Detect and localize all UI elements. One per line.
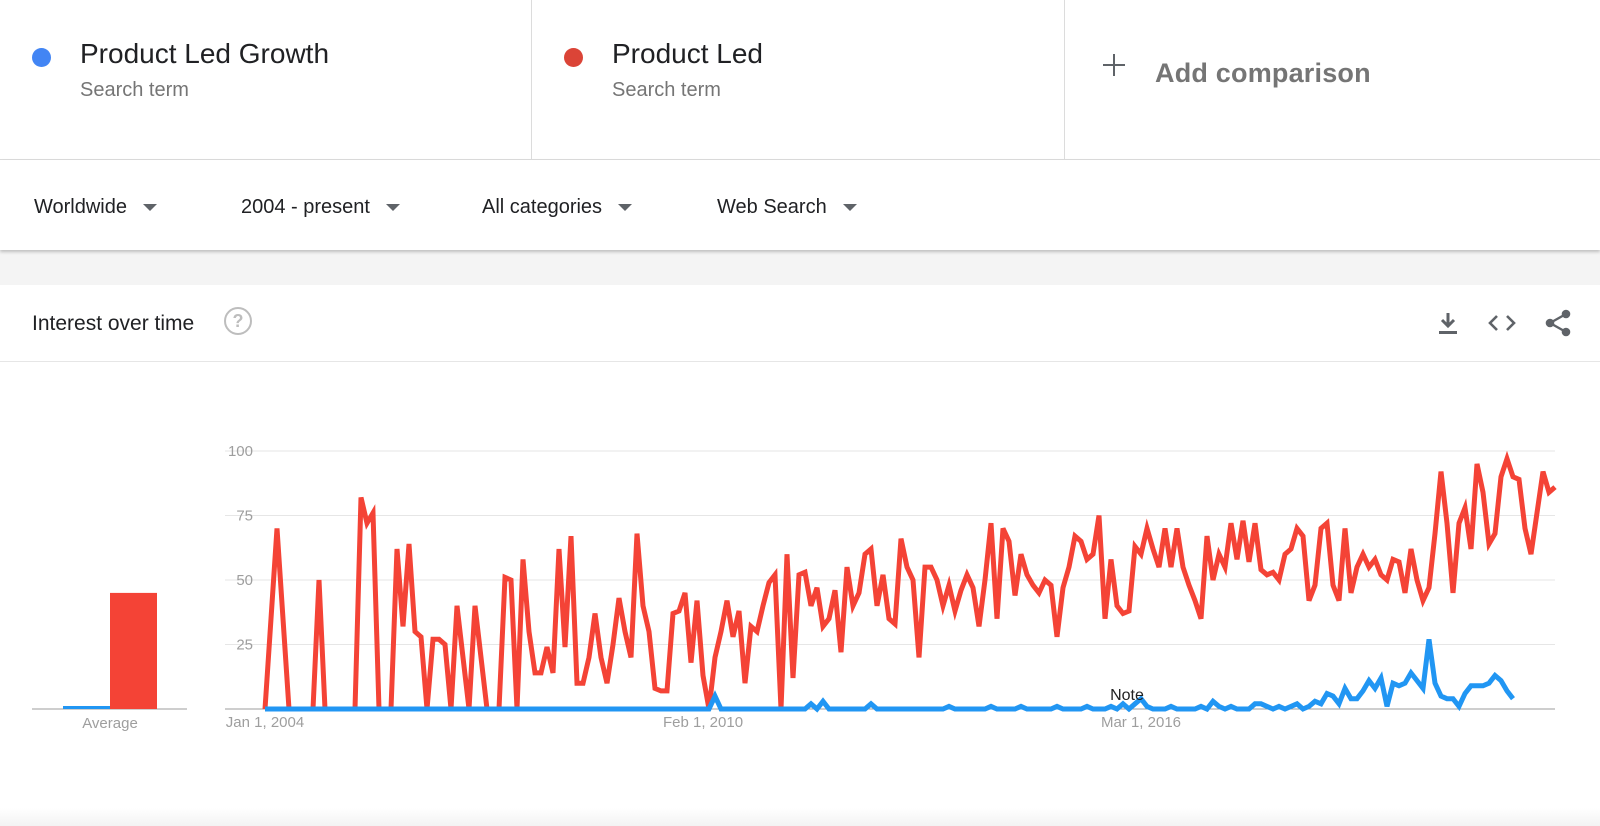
download-icon[interactable] [1430,305,1466,341]
time-range-value: 2004 - present [241,195,370,218]
series-line-product-led [262,450,1557,712]
caret-down-icon [143,203,157,211]
y-tick-label: 75 [236,508,253,525]
caret-down-icon [385,203,400,211]
series-line-product-led-growth [265,638,1515,713]
embed-code-icon[interactable] [1484,305,1520,341]
x-tick-label: Feb 1, 2010 [663,714,743,731]
search-type-dropdown[interactable]: Web Search [717,193,857,221]
search-term-name[interactable]: Product Led [612,38,763,69]
help-icon[interactable]: ? [224,307,252,335]
y-tick-label: 100 [228,443,253,460]
card-header: Interest over time ? [0,285,1600,362]
search-term-card-1[interactable]: Product Led Growth Search term [0,0,532,160]
average-bar [63,706,110,709]
filter-bar: Worldwide 2004 - present All categories … [0,160,1600,250]
region-dropdown[interactable]: Worldwide [34,193,157,221]
add-comparison-label: Add comparison [1155,58,1371,88]
search-term-subtitle: Search term [612,79,721,101]
interest-over-time-card: Interest over time ? [0,285,1600,826]
caret-down-icon [842,203,857,211]
share-icon[interactable] [1540,305,1576,341]
bottom-fade [0,808,1600,826]
x-tick-label: Mar 1, 2016 [1101,714,1181,731]
plus-icon [1101,52,1127,78]
search-term-name[interactable]: Product Led Growth [80,38,330,69]
category-dropdown[interactable]: All categories [482,193,633,221]
series-color-dot [564,48,583,67]
search-term-card-2[interactable]: Product Led Search term [532,0,1065,160]
average-bar [110,592,157,709]
search-term-subtitle: Search term [80,79,189,101]
series-color-dot [32,48,51,67]
y-tick-label: 25 [236,637,253,654]
caret-down-icon [618,203,633,211]
section-gap [0,250,1600,285]
add-comparison-button[interactable]: Add comparison [1065,0,1600,160]
x-tick-label: Jan 1, 2004 [226,714,304,731]
card-title: Interest over time [32,312,195,335]
search-type-value: Web Search [717,195,827,218]
y-tick-label: 50 [236,572,253,589]
time-range-dropdown[interactable]: 2004 - present [241,193,400,221]
note-annotation: Note [1110,687,1144,704]
average-label: Average [82,715,138,732]
category-value: All categories [482,195,603,218]
comparison-terms-bar: Product Led Growth Search term Product L… [0,0,1600,160]
region-value: Worldwide [34,195,127,218]
